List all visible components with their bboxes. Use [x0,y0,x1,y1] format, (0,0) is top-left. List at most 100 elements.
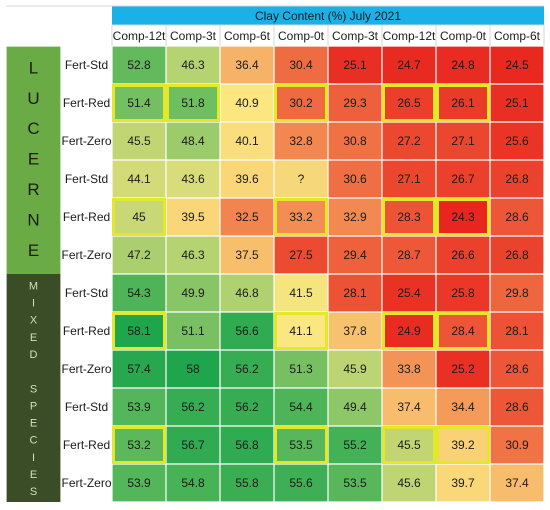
cell-value: 56.2 [235,362,259,376]
heatmap-cell [166,122,220,160]
cell-value: 53.9 [127,476,151,490]
heatmap-cell [382,388,436,426]
heatmap-cell [274,312,328,350]
row-label-cell [61,426,112,464]
cell-value: 57.4 [127,362,151,376]
heatmap-cell [382,350,436,388]
heatmap-cell [490,84,544,122]
heatmap-cell [436,122,490,160]
cell-value: 40.1 [235,134,259,148]
heatmap-cell [382,198,436,236]
heatmap-cell [220,426,274,464]
heatmap-cell [328,46,382,84]
highlighted-cell-outline [166,84,220,122]
heatmap-cell [220,46,274,84]
column-header: Comp-12t [383,29,436,43]
highlighted-cell-outline [382,84,436,122]
row-label-cell [61,122,112,160]
highlighted-cell-outline [274,84,328,122]
heatmap-cell [382,160,436,198]
cell-value: 52.8 [127,58,151,72]
heatmap-cell [490,198,544,236]
heatmap-cell [166,464,220,502]
cell-value: 49.9 [181,286,205,300]
row-label-cell [61,312,112,350]
row-label: Fert-Zero [61,476,111,490]
heatmap-cell [112,236,166,274]
column-header: Comp-6t [224,29,271,43]
highlight-layer [112,84,490,464]
cell-value: 41.1 [289,324,313,338]
heatmap-cell [166,46,220,84]
heatmap-cell [436,464,490,502]
heatmap-cell [274,46,328,84]
cell-value: 30.2 [289,96,313,110]
cell-value: 41.5 [289,286,313,300]
cell-value: 47.2 [127,248,151,262]
labels-layer: Comp-12t Comp-3t Comp-6t Comp-0t Comp-3t Comp… [27,29,540,498]
cell-value: 25.8 [451,286,475,300]
cell-value: 55.2 [343,438,367,452]
row-label: Fert-Zero [61,134,111,148]
heatmap-cell [382,122,436,160]
row-label: Fert-Red [63,438,110,452]
heatmap-cell [490,464,544,502]
cell-value: 29.8 [505,286,529,300]
heatmap-cell [274,426,328,464]
heatmap-cell [166,160,220,198]
row-label: Fert-Std [65,58,108,72]
heatmap-cell [436,46,490,84]
heatmap-cell [274,388,328,426]
heatmap-cell [382,84,436,122]
column-header: Comp-3t [170,29,217,43]
heatmap-cell [436,236,490,274]
cell-value: 55.8 [235,476,259,490]
heatmap-cell [436,160,490,198]
cell-value: 53.9 [127,400,151,414]
cell-value: 29.4 [343,248,367,262]
column-header: Comp-0t [278,29,325,43]
heatmap-cell [436,426,490,464]
cell-value: 53.5 [289,438,313,452]
heatmap-cell [112,426,166,464]
cell-value: 45 [132,210,146,224]
cell-value: 26.5 [397,96,421,110]
row-label-cell [61,350,112,388]
heatmap-cell [274,160,328,198]
heatmap-cell [436,350,490,388]
heatmap-cell [220,122,274,160]
heatmap-cell [490,274,544,312]
heatmap-cell [220,160,274,198]
heatmap-cell [166,84,220,122]
cell-value: 39.5 [181,210,205,224]
column-header: Comp-3t [332,29,379,43]
cell-value: 28.6 [505,362,529,376]
cell-value: 45.6 [397,476,421,490]
row-label: Fert-Zero [61,248,111,262]
highlighted-cell-outline [436,198,490,236]
cell-value: 55.6 [289,476,313,490]
cell-value: 44.1 [127,172,151,186]
heatmap-cell [166,426,220,464]
heatmap-cell [274,350,328,388]
heatmap-cell [220,350,274,388]
cell-value: 39.7 [451,476,475,490]
row-label-cell [61,84,112,122]
highlighted-cell-outline [274,426,328,464]
heatmap-cell [274,122,328,160]
cells-layer [6,46,544,502]
heatmap-cell [328,122,382,160]
highlighted-cell-outline [436,312,490,350]
cell-value: 32.5 [235,210,259,224]
heatmap-cell [112,160,166,198]
row-label-cell [61,464,112,502]
highlighted-cell-outline [112,84,166,122]
row-label-cell [61,198,112,236]
cell-value: 37.4 [505,476,529,490]
heatmap-cell [382,274,436,312]
heatmap-cell [490,46,544,84]
cell-value: 40.9 [235,96,259,110]
heatmap-cell [274,84,328,122]
heatmap-cell [490,350,544,388]
cell-value: 46.3 [181,248,205,262]
